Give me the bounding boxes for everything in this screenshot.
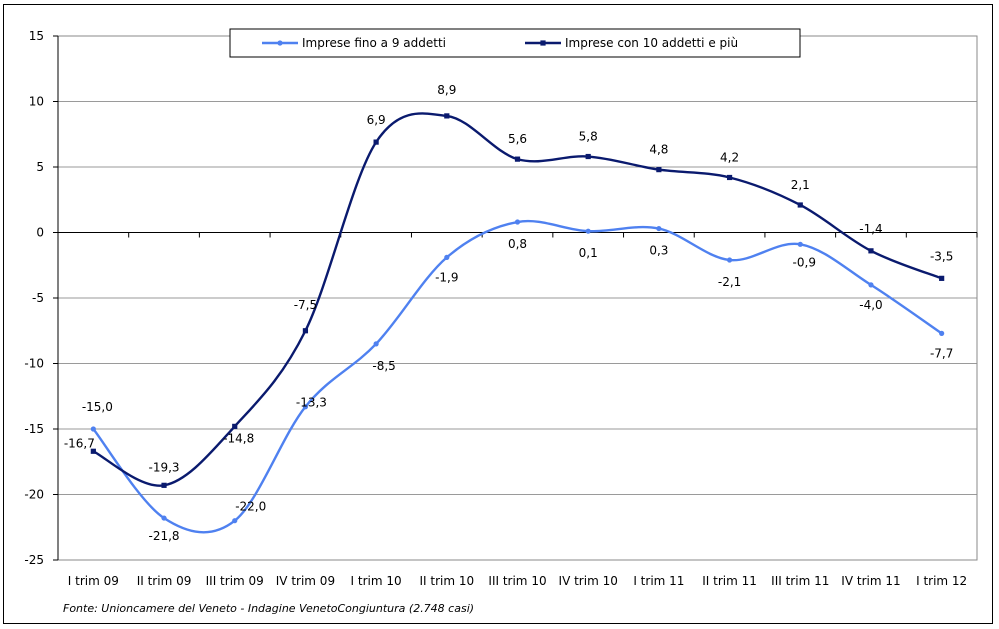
x-axis-ticks: I trim 09 II trim 09 III trim 09 IV trim 09… <box>68 574 967 588</box>
y-tick-label: -15 <box>24 422 44 436</box>
series-point <box>161 515 167 521</box>
x-tick-label: I trim 11 <box>633 574 684 588</box>
data-label: 4,8 <box>649 143 668 157</box>
series-group <box>90 112 945 534</box>
series-point <box>514 219 521 225</box>
data-label: 8,9 <box>437 83 456 97</box>
legend-label: Imprese con 10 addetti e più <box>565 36 738 50</box>
data-label: -2,1 <box>718 275 741 289</box>
x-tick-label: I trim 12 <box>916 574 967 588</box>
data-label: -0,9 <box>793 255 816 269</box>
series-point <box>797 202 803 208</box>
series-point <box>302 404 309 410</box>
x-tick-label: IV trim 09 <box>276 574 335 588</box>
series-point <box>868 248 874 254</box>
data-label: -14,8 <box>223 431 254 445</box>
x-tick-label: II trim 10 <box>419 574 474 588</box>
data-label: 2,1 <box>791 178 810 192</box>
y-tick-label: -20 <box>24 488 44 502</box>
x-tick-label: II trim 09 <box>137 574 192 588</box>
series-point <box>302 328 309 334</box>
x-tick-label: I trim 10 <box>351 574 402 588</box>
data-label: -7,5 <box>294 298 317 312</box>
series-point <box>939 330 945 336</box>
x-tick-label: IV trim 11 <box>841 574 900 588</box>
data-label: 0,3 <box>649 244 668 258</box>
y-tick-label: 5 <box>36 160 44 174</box>
y-tick-label: 10 <box>29 95 44 109</box>
data-label: 0,1 <box>579 246 598 260</box>
series-point <box>656 167 662 173</box>
series-point <box>797 241 803 247</box>
x-tick-label: I trim 09 <box>68 574 119 588</box>
series-point <box>868 282 874 288</box>
y-tick-label: 0 <box>36 226 44 240</box>
series-point <box>726 174 733 181</box>
data-label: 4,2 <box>720 150 739 164</box>
data-label: -7,7 <box>930 346 953 360</box>
series-point <box>514 156 521 162</box>
y-tick-label: -25 <box>24 553 44 567</box>
series-point <box>726 257 733 263</box>
source-note: Fonte: Unioncamere del Veneto - Indagine… <box>63 602 475 615</box>
legend-label: Imprese fino a 9 addetti <box>302 36 446 50</box>
data-labels: -15,0 -21,8 -22,0 -13,3 -8,5 -1,9 0,8 0,1 0,3 -2,… <box>64 83 954 543</box>
series-point <box>444 113 450 119</box>
series-point <box>373 139 379 145</box>
series-point <box>90 448 96 454</box>
series-point <box>373 341 379 347</box>
x-tick-label: III trim 10 <box>488 574 546 588</box>
x-tick-label: II trim 11 <box>702 574 757 588</box>
y-tick-label: -10 <box>24 357 44 371</box>
data-label: 6,9 <box>367 113 386 127</box>
x-tick-label: IV trim 10 <box>559 574 618 588</box>
y-tick-label: 15 <box>29 29 44 43</box>
data-label: -13,3 <box>296 396 327 410</box>
series-point <box>232 423 238 429</box>
data-label: -3,5 <box>930 249 953 263</box>
gridlines <box>58 35 977 495</box>
series-point <box>585 153 591 160</box>
legend-marker <box>540 40 546 46</box>
data-label: -1,9 <box>435 270 458 284</box>
data-label: -22,0 <box>235 500 266 514</box>
legend-box <box>229 28 801 58</box>
series-point <box>939 275 945 281</box>
legend-marker <box>277 40 283 46</box>
series-line <box>92 112 943 487</box>
series-point <box>444 254 450 260</box>
data-label: 5,8 <box>579 130 598 144</box>
series-point <box>232 518 238 524</box>
data-label: 0,8 <box>508 237 527 251</box>
data-label: -4,0 <box>859 298 882 312</box>
data-label: -19,3 <box>149 460 180 474</box>
data-label: -16,7 <box>64 436 95 450</box>
data-label: -1,4 <box>859 222 882 236</box>
y-tick-label: -5 <box>32 291 44 305</box>
series-point <box>656 225 662 232</box>
series-point <box>161 482 167 488</box>
series-point <box>585 228 591 234</box>
y-axis-ticks: 15 10 5 0 -5 -10 -15 -20 -25 <box>24 29 58 567</box>
data-label: 5,6 <box>508 132 527 146</box>
x-tick-label: III trim 11 <box>771 574 829 588</box>
x-tick-label: III trim 09 <box>206 574 264 588</box>
data-label: -21,8 <box>149 529 180 543</box>
data-label: -15,0 <box>82 400 113 414</box>
series-point <box>90 426 96 432</box>
data-label: -8,5 <box>372 359 395 373</box>
legend: Imprese fino a 9 addetti Imprese con 10 a… <box>229 28 801 58</box>
